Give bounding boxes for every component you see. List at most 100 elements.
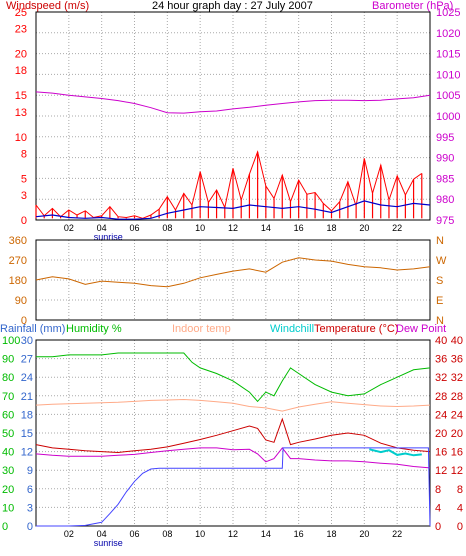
panel-temp-grid [36, 339, 430, 527]
compass-label: W [436, 255, 447, 267]
temp-tick-label-inner: 28 [435, 391, 447, 403]
windchill-line [369, 448, 422, 457]
temp-tick-label-inner: 40 [435, 335, 447, 347]
sunrise-label: sunrise [94, 232, 123, 242]
x-tick-label: 20 [359, 529, 369, 539]
x-tick-label: 18 [326, 529, 336, 539]
chart-title: 24 hour graph day : 27 July 2007 [152, 0, 313, 12]
barometer-tick-label: 985 [436, 173, 454, 185]
legend-temperature: Temperature (°C) [314, 323, 398, 335]
humidity-tick-label: 100 [2, 335, 20, 347]
x-tick-label: 18 [326, 223, 336, 233]
rain-tick-label: 12 [21, 447, 33, 459]
windspeed-tick-label: 5 [21, 173, 27, 185]
compass-label: E [436, 295, 443, 307]
x-tick-label: 14 [261, 223, 271, 233]
rain-tick-label: 3 [27, 502, 33, 514]
x-tick-label: 10 [195, 529, 205, 539]
direction-tick-label: 180 [9, 275, 27, 287]
x-tick-label: 12 [228, 529, 238, 539]
temp-tick-label-outer: 0 [457, 521, 463, 533]
temperature-line [35, 417, 431, 454]
windspeed-tick-label: 10 [15, 132, 27, 144]
temp-tick-label-outer: 4 [457, 502, 463, 514]
humidity-tick-label: 50 [2, 428, 14, 440]
x-tick-label: 08 [162, 529, 172, 539]
humidity-tick-label: 40 [2, 447, 14, 459]
x-tick-label: 10 [195, 223, 205, 233]
legend-indoor-temp: Indoor temp [172, 323, 231, 335]
rain-tick-label: 18 [21, 409, 33, 421]
x-tick-label: 22 [392, 529, 402, 539]
x-tick-label: 02 [64, 223, 74, 233]
x-tick-label: 04 [97, 529, 107, 539]
windspeed-tick-label: 3 [21, 190, 27, 202]
temp-tick-label-inner: 16 [435, 447, 447, 459]
panel-direction-grid [36, 239, 430, 321]
barometer-tick-label: 1000 [436, 111, 460, 123]
panel-direction-ticks: 0 N 90 E 180 S 270 W 360 N [9, 235, 447, 327]
panel-direction-series [35, 257, 431, 288]
barometer-tick-label: 1015 [436, 49, 460, 61]
panel-temp-ticks: 02 04 06 08 10 12 14 16 18 20 22 sunrise 0 0 0 0 10 3 4 4 20… [2, 335, 463, 548]
compass-label: S [436, 275, 443, 287]
temp-tick-label-inner: 0 [435, 521, 441, 533]
rain-tick-label: 24 [21, 372, 33, 384]
barometer-tick-label: 980 [436, 194, 454, 206]
temp-tick-label-inner: 4 [435, 502, 441, 514]
direction-tick-label: 0 [21, 315, 27, 327]
barometer-tick-label: 1010 [436, 69, 460, 81]
x-tick-label: 14 [261, 529, 271, 539]
windspeed-axis-label: Windspeed (m/s) [6, 0, 89, 12]
indoor-temp-line [35, 398, 431, 412]
direction-tick-label: 360 [9, 235, 27, 247]
humidity-tick-label: 70 [2, 391, 14, 403]
temp-tick-label-inner: 36 [435, 354, 447, 366]
x-tick-label: 08 [162, 223, 172, 233]
rain-tick-label: 6 [27, 484, 33, 496]
x-tick-label: 12 [228, 223, 238, 233]
temp-tick-label-inner: 24 [435, 409, 447, 421]
legend-rainfall: Rainfall (mm) [0, 323, 65, 335]
panel-temp-series [35, 352, 431, 527]
humidity-line [36, 352, 431, 403]
sunrise-label: sunrise [94, 538, 123, 548]
rainfall-line [36, 447, 431, 527]
direction-tick-label: 90 [15, 295, 27, 307]
humidity-tick-label: 60 [2, 409, 14, 421]
windspeed-tick-label: 8 [21, 148, 27, 160]
windspeed-tick-label: 13 [15, 107, 27, 119]
windspeed-tick-label: 18 [15, 65, 27, 77]
temp-tick-label-inner: 8 [435, 484, 441, 496]
rain-tick-label: 27 [21, 354, 33, 366]
temp-tick-label-outer: 12 [451, 465, 463, 477]
panel-wind-series [35, 91, 431, 220]
dew-point-line [35, 447, 431, 469]
rain-tick-label: 21 [21, 391, 33, 403]
temp-tick-label-outer: 8 [457, 484, 463, 496]
windspeed-line [35, 150, 423, 219]
direction-tick-label: 270 [9, 255, 27, 267]
temp-tick-label-outer: 28 [451, 391, 463, 403]
temp-tick-label-outer: 36 [451, 354, 463, 366]
windspeed-tick-label: 23 [15, 24, 27, 36]
x-tick-label: 06 [129, 223, 139, 233]
temp-tick-label-outer: 32 [451, 372, 463, 384]
humidity-tick-label: 10 [2, 502, 14, 514]
temp-tick-label-outer: 40 [451, 335, 463, 347]
temp-tick-label-inner: 32 [435, 372, 447, 384]
humidity-tick-label: 80 [2, 372, 14, 384]
rain-tick-label: 0 [27, 521, 33, 533]
x-tick-label: 06 [129, 529, 139, 539]
windspeed-tick-label: 15 [15, 90, 27, 102]
x-tick-label: 22 [392, 223, 402, 233]
temp-tick-label-outer: 20 [451, 428, 463, 440]
barometer-axis-label: Barometer (hPa) [372, 0, 453, 12]
barometer-tick-label: 990 [436, 153, 454, 165]
panel-wind-frame [35, 11, 431, 221]
humidity-tick-label: 90 [2, 354, 14, 366]
wind-average-line [35, 200, 431, 220]
x-tick-label: 04 [97, 223, 107, 233]
